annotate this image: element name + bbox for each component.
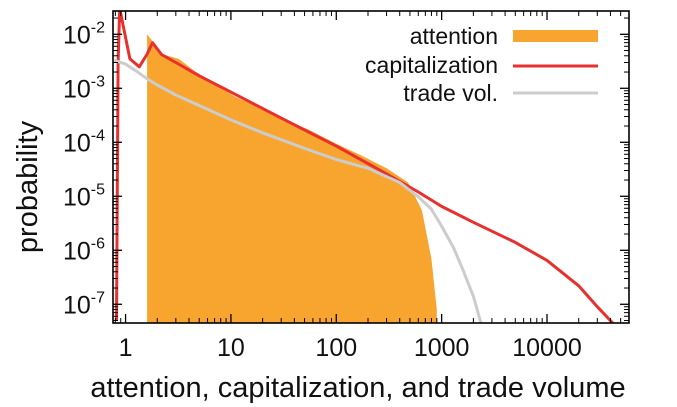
- y-tick-label: 10-4: [63, 127, 105, 157]
- y-tick-label: 10-2: [63, 19, 105, 49]
- x-tick-label: 1: [119, 334, 133, 362]
- x-tick-label: 10: [217, 334, 245, 362]
- legend-label-trade-vol: trade vol.: [403, 80, 498, 106]
- x-tick-label: 1000: [414, 334, 470, 362]
- series-line-capitalization: [115, 11, 614, 323]
- plot-frame: [112, 10, 630, 324]
- y-tick-label: 10-3: [63, 73, 105, 103]
- legend: attention capitalization trade vol.: [365, 23, 598, 106]
- plot-series-layer: [113, 11, 614, 323]
- y-tick-label: 10-7: [63, 289, 105, 319]
- axis-ticks-layer: 1 10 100 1000 10000 10-2 10-3 10-4 10-5 10-6 10-7: [63, 11, 630, 362]
- x-tick-label: 10000: [512, 334, 582, 362]
- series-area-attention: [147, 34, 437, 323]
- x-axis-title: attention, capitalization, and trade vol…: [90, 372, 625, 404]
- x-tick-label: 100: [315, 334, 357, 362]
- legend-swatch-attention: [513, 30, 598, 42]
- y-axis-title: probability: [12, 120, 44, 253]
- legend-label-capitalization: capitalization: [365, 52, 498, 78]
- y-tick-label: 10-5: [63, 181, 105, 211]
- y-tick-label: 10-6: [63, 235, 105, 265]
- legend-label-attention: attention: [410, 23, 498, 49]
- series-line-trade-vol: [113, 58, 483, 323]
